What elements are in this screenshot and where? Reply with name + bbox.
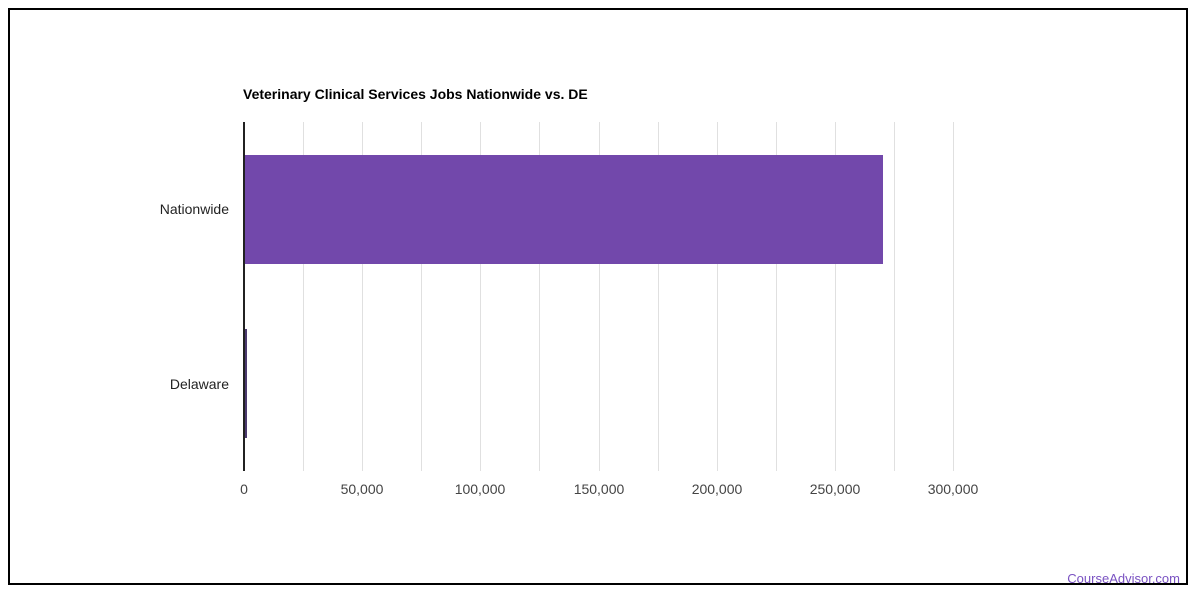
x-tick-label: 100,000: [454, 481, 506, 497]
gridline: [953, 122, 954, 471]
gridline: [775, 122, 777, 471]
chart-frame: [8, 8, 1188, 585]
courseadvisor-link[interactable]: CourseAdvisor.com: [1067, 571, 1180, 586]
bar-nationwide[interactable]: [245, 155, 884, 264]
chart-title: Veterinary Clinical Services Jobs Nation…: [243, 86, 588, 102]
gridline: [657, 122, 659, 471]
x-tick-label: 150,000: [573, 481, 625, 497]
x-tick-label: 0: [240, 481, 248, 497]
x-tick-label: 200,000: [691, 481, 743, 497]
gridline: [480, 122, 482, 471]
gridline: [598, 122, 600, 471]
gridline: [539, 122, 541, 471]
category-label-delaware: Delaware: [169, 376, 229, 392]
gridline: [834, 122, 836, 471]
y-axis-line: [243, 122, 245, 471]
bar-delaware[interactable]: [245, 329, 247, 438]
x-tick-label: 250,000: [809, 481, 861, 497]
gridline: [893, 122, 895, 471]
gridline: [716, 122, 718, 471]
gridline: [362, 122, 364, 471]
plot-area: Nationwide Delaware 0 50,000 100,000 150,000 2…: [160, 122, 978, 497]
x-tick-label: 300,000: [927, 481, 979, 497]
gridline: [303, 122, 305, 471]
x-tick-label: 50,000: [340, 481, 384, 497]
category-label-nationwide: Nationwide: [159, 201, 229, 217]
gridline: [421, 122, 423, 471]
